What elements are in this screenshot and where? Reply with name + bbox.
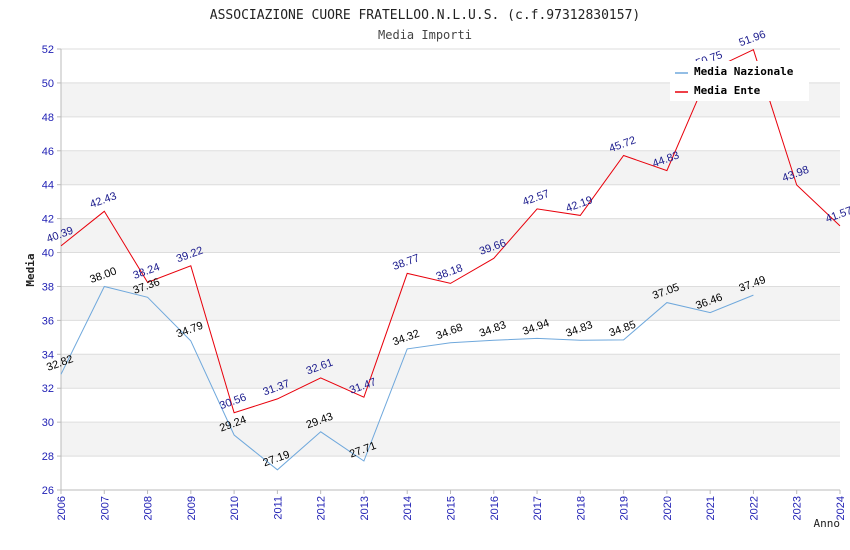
legend-label-media-ente: Media Ente <box>694 84 761 97</box>
y-tick-label: 30 <box>42 417 54 429</box>
y-tick-label: 48 <box>42 112 54 124</box>
x-tick-label: 2009 <box>186 496 198 520</box>
legend-box <box>670 61 809 101</box>
y-tick-label: 26 <box>42 485 54 497</box>
x-tick-label: 2021 <box>705 496 717 520</box>
grid-band <box>61 422 840 457</box>
y-tick-label: 42 <box>42 214 54 226</box>
y-tick-label: 32 <box>42 383 54 395</box>
data-label-media-ente: 42.43 <box>88 190 118 211</box>
y-tick-label: 46 <box>42 146 54 158</box>
data-label-media-nazionale: 34.83 <box>564 319 594 340</box>
data-label-media-ente: 42.57 <box>521 188 551 209</box>
x-tick-label: 2007 <box>99 496 111 520</box>
x-tick-label: 2015 <box>446 496 458 520</box>
x-tick-label: 2017 <box>532 496 544 520</box>
x-tick-label: 2010 <box>229 496 241 520</box>
data-label-media-ente: 38.18 <box>434 262 464 283</box>
y-tick-label: 34 <box>42 349 54 361</box>
legend-label-media-nazionale: Media Nazionale <box>694 65 794 78</box>
x-tick-label: 2006 <box>56 496 68 520</box>
data-label-media-ente: 51.96 <box>737 29 767 50</box>
data-label-media-nazionale: 34.32 <box>391 328 421 349</box>
y-tick-label: 44 <box>42 180 54 192</box>
x-tick-label: 2011 <box>272 496 284 520</box>
chart-subtitle: Media Importi <box>378 28 472 42</box>
grid-band <box>61 286 840 321</box>
data-label-media-ente: 42.19 <box>564 194 594 215</box>
data-label-media-nazionale: 34.83 <box>478 319 508 340</box>
x-tick-label: 2022 <box>748 496 760 520</box>
chart-title: ASSOCIAZIONE CUORE FRATELLOO.N.L.U.S. (c… <box>210 8 640 23</box>
grid-band <box>61 218 840 253</box>
grid-band <box>61 150 840 185</box>
legend: Media Nazionale Media Ente <box>670 61 809 101</box>
series-line-media-nazionale <box>60 285 754 471</box>
data-label-media-nazionale: 34.79 <box>175 320 205 341</box>
x-tick-label: 2012 <box>316 496 328 520</box>
data-label-media-nazionale: 38.00 <box>88 265 118 286</box>
x-tick-label: 2008 <box>143 496 155 520</box>
y-tick-label: 28 <box>42 451 54 463</box>
x-tick-label: 2013 <box>359 496 371 520</box>
x-tick-label: 2016 <box>489 496 501 520</box>
x-axis-label: Anno <box>814 517 841 530</box>
x-tick-label: 2014 <box>402 496 414 520</box>
grid-band <box>61 354 840 389</box>
data-label-media-ente: 38.77 <box>391 252 421 273</box>
data-label-media-nazionale: 34.85 <box>608 319 638 340</box>
x-tick-label: 2023 <box>792 496 804 520</box>
x-tick-label: 2019 <box>619 496 631 520</box>
x-tick-label: 2024 <box>835 496 847 520</box>
y-axis-label: Media <box>24 253 37 286</box>
y-tick-labels: 26 28 30 32 34 36 38 40 42 44 46 48 50 52 <box>42 44 61 497</box>
data-label-media-nazionale: 34.68 <box>434 322 464 343</box>
x-tick-labels: 2006 2007 2008 2009 2010 2011 2012 2013 2014 2015… <box>56 490 847 520</box>
y-tick-label: 40 <box>42 248 54 260</box>
x-tick-label: 2018 <box>575 496 587 520</box>
y-tick-label: 50 <box>42 78 54 90</box>
y-tick-label: 36 <box>42 315 54 327</box>
y-tick-label: 52 <box>42 44 54 56</box>
y-tick-label: 38 <box>42 281 54 293</box>
x-tick-label: 2020 <box>662 496 674 520</box>
